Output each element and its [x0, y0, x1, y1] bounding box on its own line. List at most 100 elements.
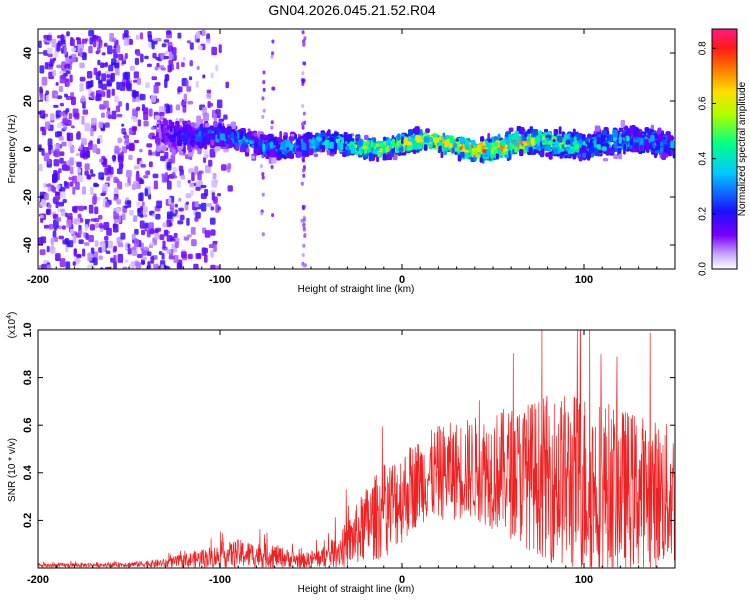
spectrogram-cell [111, 58, 117, 66]
spectrogram-cell [46, 47, 53, 54]
spectrogram-cell [93, 217, 100, 223]
spectrogram-cell [68, 176, 75, 181]
spectrogram-cell [193, 263, 199, 269]
spectrogram-cell [608, 144, 612, 149]
spectrogram-cell [56, 122, 63, 128]
spectrogram-cell [141, 256, 147, 260]
spectrogram-cell [154, 231, 160, 240]
spectrogram-cell [41, 76, 48, 86]
spectrogram-cell [177, 86, 183, 93]
spectrogram-cell [191, 172, 195, 182]
spectrogram-cell [84, 163, 90, 171]
spectrogram-cell [76, 161, 82, 168]
spectrogram-cell [66, 81, 71, 87]
spectrogram-cell [39, 163, 43, 172]
spectrogram-cell [545, 152, 550, 157]
spectrogram-cell [204, 165, 211, 174]
spectrogram-cell [146, 251, 152, 257]
spectrogram-cell [180, 101, 186, 106]
spectrogram-cell [121, 123, 125, 127]
spectrogram-cell [302, 217, 306, 222]
spectrogram-cell [65, 261, 71, 269]
spectrogram-cell [271, 213, 275, 218]
spectrogram-cell [90, 117, 97, 126]
spectrogram-cell [78, 175, 84, 183]
spectrogram-cell [190, 226, 196, 235]
spectrogram-cell [212, 240, 218, 245]
spectrogram-cell [139, 205, 144, 211]
spectrogram-cell [261, 114, 265, 119]
spectrogram-cell [105, 250, 111, 254]
spectrogram-cell [144, 55, 149, 60]
spectrogram-cell [166, 266, 171, 269]
spectrogram-cell [131, 246, 137, 251]
spectrogram-cell [55, 81, 59, 86]
spectrogram-cell [127, 243, 131, 249]
spectrogram-cell [204, 188, 209, 197]
spectrogram-cell [302, 158, 306, 163]
spectrogram-cell [62, 198, 67, 203]
spectrogram-cell [150, 126, 155, 130]
spectrogram-cell [163, 55, 169, 60]
spectrogram-cell [72, 234, 77, 244]
spectrogram-cell [70, 166, 74, 175]
spectrogram-cell [107, 114, 113, 119]
spectrogram-cell [172, 167, 177, 173]
spectrogram-cell [301, 252, 305, 257]
spectrogram-cell [113, 196, 118, 201]
spectrogram-cell [68, 113, 73, 120]
spectrogram-cell [301, 125, 305, 130]
spectrogram-cell [54, 148, 60, 158]
spectrogram-cell [560, 151, 565, 156]
spectrogram-cell [55, 191, 62, 196]
spectrogram-cell [143, 175, 149, 179]
spectrogram-cell [203, 247, 209, 254]
spectrogram-cell [161, 43, 167, 48]
spectrogram-cell [220, 164, 227, 171]
spectrogram-cell [167, 41, 173, 47]
spectrogram-cell [187, 253, 193, 260]
spectrogram-cell [262, 80, 266, 85]
spectrogram-cell [53, 51, 59, 58]
spectrogram-cell [197, 147, 202, 155]
spectrogram-cell [59, 111, 65, 116]
spectrogram-cell [143, 214, 148, 218]
spectrogram-cell [117, 242, 124, 248]
spectrogram-cell [46, 264, 52, 269]
spectrogram-cell [150, 95, 157, 103]
spectrogram-cell [189, 183, 195, 188]
spectrogram-cell [49, 268, 55, 269]
spectrogram-cell [174, 203, 178, 208]
spectrogram-cell [40, 214, 44, 219]
spectrogram-cell [300, 181, 304, 186]
spectrogram-cell [172, 213, 177, 217]
spectrogram-cell [116, 168, 123, 175]
spectrogram-cell [84, 122, 91, 132]
spectrogram-cell [213, 113, 217, 122]
spectrogram-cell [262, 70, 266, 75]
spectrogram-cell [76, 168, 81, 174]
spectrogram-cell [183, 236, 190, 241]
spectrogram-cell [61, 39, 66, 45]
spectrogram-cell [207, 100, 211, 109]
spectrogram-cell [195, 80, 199, 88]
spectrogram-cell [213, 244, 217, 252]
spectrogram-cell [114, 95, 120, 103]
spectrogram-cell [83, 205, 87, 210]
spectrogram-cell [203, 150, 209, 158]
spectrogram-cell [211, 180, 218, 188]
spectrogram-cell [261, 232, 265, 237]
spectrogram-cell [87, 142, 93, 150]
spectrogram-cell [156, 200, 163, 209]
spectrogram-cell [151, 76, 158, 81]
spectrogram-cell [68, 240, 74, 248]
spectrogram-cell [204, 230, 211, 238]
spectrogram-cell [152, 173, 159, 179]
spectrogram-cell [116, 81, 120, 90]
spectrogram-cell [227, 163, 232, 170]
spectrogram-cell [271, 39, 275, 44]
spectrogram-cell [72, 186, 76, 195]
spectrogram-cell [261, 172, 265, 177]
spectrogram-cell [170, 202, 175, 209]
